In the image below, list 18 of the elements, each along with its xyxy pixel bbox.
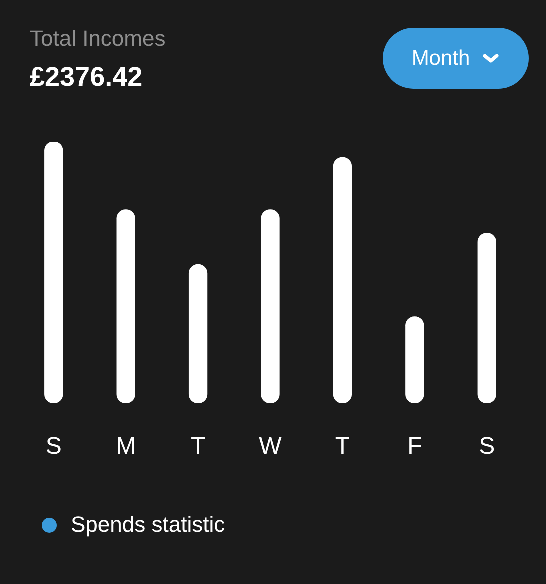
text: Month	[412, 46, 470, 70]
x-tick-label: T	[190, 433, 206, 460]
x-tick-label: M	[116, 433, 136, 460]
bar	[406, 316, 424, 404]
bar	[333, 157, 352, 404]
chart-subtitle: £2376.42	[30, 62, 143, 93]
text: Spends statistic	[71, 512, 226, 538]
x-tick-label: S	[46, 433, 62, 460]
bar	[116, 210, 136, 404]
bar	[188, 264, 208, 404]
bar	[261, 210, 280, 404]
x-tick-label: W	[259, 433, 282, 460]
x-tick-label: T	[335, 433, 350, 460]
bar	[478, 233, 496, 404]
chart-title: Total Incomes	[30, 26, 166, 52]
x-tick-label: S	[479, 433, 496, 460]
bar	[44, 142, 64, 404]
x-tick-label: F	[408, 433, 422, 460]
